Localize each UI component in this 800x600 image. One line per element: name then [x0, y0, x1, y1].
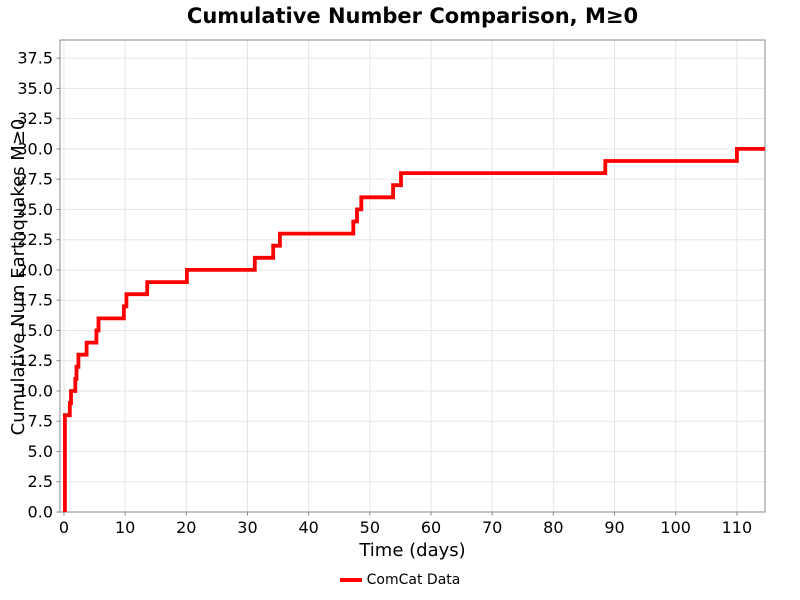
axes-spines [59, 39, 766, 513]
y-tick-label: 20.0 [17, 260, 53, 279]
plot-border [59, 39, 766, 513]
y-axis-label: Cumulative Num Earthquakes M≥0 [8, 118, 29, 436]
x-tick-label: 80 [543, 518, 563, 537]
x-tick-label: 110 [722, 518, 753, 537]
legend-line-icon [339, 578, 362, 582]
legend-label: ComCat Data [366, 572, 461, 588]
x-tick-label: 70 [482, 518, 502, 537]
y-tick-label: 2.5 [28, 472, 53, 491]
y-tick-label: 30.0 [17, 139, 53, 158]
comcat-step-line [63, 147, 765, 512]
axis-ticks [56, 57, 738, 516]
series-path-comcat [63, 147, 765, 512]
y-tick-label: 5.0 [28, 442, 53, 461]
chart-title: Cumulative Number Comparison, M≥0 [186, 4, 639, 28]
x-tick-label: 50 [360, 518, 380, 537]
x-tick-label: 30 [237, 518, 257, 537]
x-tick-label: 90 [604, 518, 624, 537]
y-tick-label: 17.5 [17, 291, 53, 310]
y-tick-label: 12.5 [17, 351, 53, 370]
y-tick-label: 37.5 [17, 49, 53, 68]
x-tick-label: 40 [298, 518, 318, 537]
x-tick-label: 0 [59, 518, 69, 537]
x-tick-labels: 0 10 20 30 40 50 60 70 80 90 100 110 [59, 518, 752, 537]
y-tick-label: 27.5 [17, 170, 53, 189]
y-tick-label: 35.0 [17, 79, 53, 98]
x-tick-label: 60 [421, 518, 441, 537]
x-axis-label: Time (days) [359, 540, 466, 561]
x-tick-label: 100 [660, 518, 691, 537]
y-tick-label: 10.0 [17, 381, 53, 400]
gridlines [60, 40, 765, 513]
y-tick-label: 25.0 [17, 200, 53, 219]
y-tick-label: 32.5 [17, 109, 53, 128]
x-tick-label: 10 [115, 518, 135, 537]
y-tick-labels: 0.0 2.5 5.0 7.5 10.0 12.5 15.0 17.5 20.0 22.5 25.0… [17, 49, 53, 522]
y-tick-label: 7.5 [28, 412, 53, 431]
y-tick-label: 15.0 [17, 321, 53, 340]
x-tick-label: 20 [176, 518, 196, 537]
y-tick-label: 22.5 [17, 230, 53, 249]
y-tick-label: 0.0 [28, 503, 53, 522]
legend: ComCat Data [0, 572, 800, 588]
